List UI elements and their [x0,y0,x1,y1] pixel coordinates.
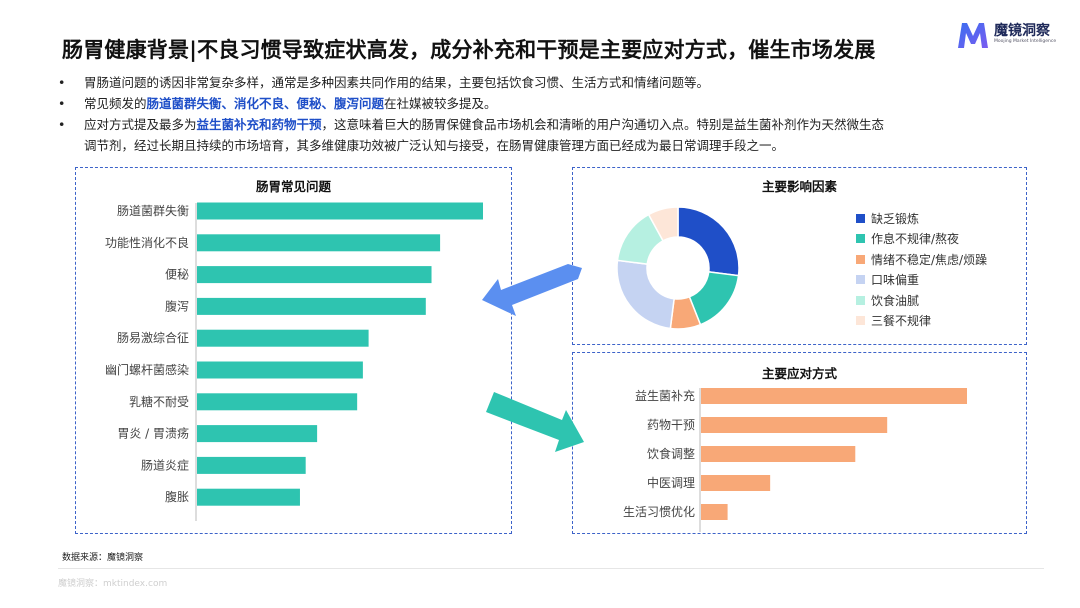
bullet-highlight-text: 肠道菌群失衡、消化不良、便秘、腹泻问题 [146,96,385,111]
bar-category-label: 中医调理 [647,475,695,490]
legend-swatch [856,295,865,305]
bar [197,329,369,347]
bar-category-label: 肠易激综合征 [117,330,189,345]
legend-item: 饮食油腻 [856,290,987,311]
bar [701,504,728,520]
legend-item: 三餐不规律 [856,311,987,332]
bullet-text: 在社媒被较多提及。 [384,96,497,111]
legend-label: 口味偏重 [871,273,920,288]
logo-m-icon [958,23,988,48]
bullet-item: • 应对方式提及最多为益生菌补充和药物干预，这意味着巨大的肠胃保健食品市场机会和清… [58,114,1048,135]
legend-item: 作息不规律/熬夜 [856,229,987,250]
bullet-dot: • [58,75,66,90]
data-source: 数据来源：魔镜洞察 [62,553,144,563]
bar [197,393,358,411]
responses-chart-panel: 主要应对方式 益生菌补充药物干预饮食调整中医调理生活习惯优化 [572,352,1027,534]
legend-swatch [856,316,865,326]
bar [701,388,967,404]
bar [197,266,432,284]
bar [197,234,441,252]
legend-item: 缺乏锻炼 [856,208,987,229]
legend-item: 情绪不稳定/焦虑/烦躁 [856,249,987,270]
bullet-item: • 常见频发的肠道菌群失衡、消化不良、便秘、腹泻问题在社媒被较多提及。 [58,93,1048,114]
bar-category-label: 胃炎 / 胃溃疡 [117,426,189,441]
legend-label: 饮食油腻 [871,293,920,308]
bar [701,475,771,491]
bar [197,361,363,379]
legend-swatch [856,213,865,223]
bullet-list: • 胃肠道问题的诱因非常复杂多样，通常是多种因素共同作用的结果，主要包括饮食习惯、… [58,72,1048,156]
bar [197,488,300,506]
legend-label: 作息不规律/熬夜 [871,232,960,247]
bullet-text: 常见频发的 [84,96,147,111]
bullet-dot: • [58,96,66,111]
factors-chart-panel: 主要影响因素 [572,167,1027,345]
bar-category-label: 功能性消化不良 [105,235,189,250]
bar [701,417,888,433]
bullet-text: ，这意味着巨大的肠胃保健食品市场机会和清晰的用户沟通切入点。特别是益生菌补剂作为… [321,117,885,132]
bullet-dot: • [58,117,66,132]
bullet-text: 应对方式提及最多为 [84,117,197,132]
bar-category-label: 乳糖不耐受 [129,394,189,409]
bar-category-label: 腹胀 [165,490,189,504]
legend-swatch [856,275,865,285]
bar-category-label: 益生菌补充 [635,388,695,403]
page-title: 肠胃健康背景|不良习惯导致症状高发，成分补充和干预是主要应对方式，催生市场发展 [62,38,876,62]
bullet-highlight-text: 益生菌补充和药物干预 [196,117,322,132]
factors-chart-title: 主要影响因素 [761,179,837,194]
legend-item: 口味偏重 [856,270,987,291]
bar-category-label: 肠道菌群失衡 [117,203,189,218]
legend-label: 缺乏锻炼 [871,211,920,226]
bullet-item: 调节剂，经过长期且持续的市场培育，其多维健康功效被广泛认知与接受，在肠胃健康管理… [58,135,1048,156]
footer-divider [58,568,1044,569]
bullet-text: 胃肠道问题的诱因非常复杂多样，通常是多种因素共同作用的结果，主要包括饮食习惯、生… [84,75,710,90]
logo-subtitle: Moojing Market Intelligence [994,39,1057,44]
factors-legend: 缺乏锻炼作息不规律/熬夜情绪不稳定/焦虑/烦躁 口味偏重饮食油腻三餐不规律 [856,208,987,331]
bar [197,202,483,220]
brand-logo: 魔镜洞察 Moojing Market Intelligence [956,20,1066,50]
bullet-text: 调节剂，经过长期且持续的市场培育，其多维健康功效被广泛认知与接受，在肠胃健康管理… [84,138,785,153]
bar-category-label: 肠道炎症 [141,457,189,472]
problems-chart-panel: 肠胃常见问题 肠道菌群失衡功能性消化不良便秘腹泻肠易激综合征幽门螺杆菌感染乳糖不… [75,167,512,534]
legend-swatch [856,234,865,244]
logo-name: 魔镜洞察 [994,23,1050,39]
donut-slice [647,206,679,242]
legend-label: 三餐不规律 [871,314,932,329]
factors-donut-chart [616,206,740,330]
legend-swatch [856,254,865,264]
bar-category-label: 药物干预 [647,418,695,432]
legend-label: 情绪不稳定/焦虑/烦躁 [871,252,988,267]
bar [197,456,306,474]
footer-url: 魔镜洞察：mktindex.com [58,579,168,589]
bar [701,446,856,462]
bar-category-label: 饮食调整 [647,446,695,461]
bar-category-label: 生活习惯优化 [623,504,695,519]
bar [197,297,426,315]
bar [197,425,318,443]
donut-slice [616,259,675,330]
bar-category-label: 腹泻 [165,299,189,313]
bar-category-label: 便秘 [165,268,189,282]
problems-chart-title: 肠胃常见问题 [255,179,331,194]
donut-slice [677,206,740,277]
bullet-item: • 胃肠道问题的诱因非常复杂多样，通常是多种因素共同作用的结果，主要包括饮食习惯、… [58,72,1048,93]
responses-chart-title: 主要应对方式 [761,366,837,381]
bar-category-label: 幽门螺杆菌感染 [105,362,189,377]
